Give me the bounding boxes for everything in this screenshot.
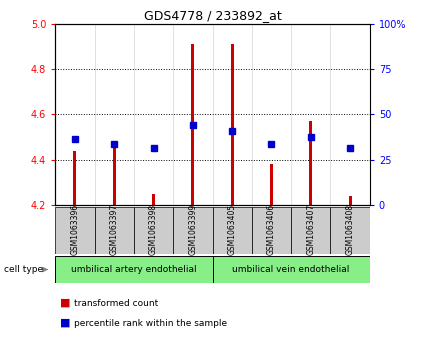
Bar: [231, 44, 234, 205]
Text: GSM1063406: GSM1063406: [267, 204, 276, 255]
Text: GSM1063405: GSM1063405: [228, 204, 237, 255]
Bar: [191, 44, 194, 205]
Text: GSM1063397: GSM1063397: [110, 204, 119, 255]
Bar: [94, 207, 134, 254]
Bar: [212, 207, 252, 254]
Bar: [348, 196, 351, 205]
Text: ■: ■: [60, 298, 70, 308]
Bar: [291, 207, 331, 254]
Bar: [74, 151, 76, 205]
Bar: [173, 207, 212, 254]
Bar: [152, 194, 155, 205]
Bar: [55, 207, 94, 254]
Bar: [55, 256, 212, 283]
Text: umbilical vein endothelial: umbilical vein endothelial: [232, 265, 350, 274]
Text: GSM1063396: GSM1063396: [71, 204, 79, 255]
Bar: [113, 144, 116, 205]
Bar: [331, 207, 370, 254]
Bar: [270, 164, 273, 205]
Bar: [309, 121, 312, 205]
Bar: [252, 207, 291, 254]
Text: GSM1063398: GSM1063398: [149, 204, 158, 255]
Bar: [134, 207, 173, 254]
Text: GSM1063399: GSM1063399: [188, 204, 197, 255]
Text: cell type: cell type: [4, 265, 43, 274]
Text: transformed count: transformed count: [74, 299, 159, 307]
Text: GSM1063408: GSM1063408: [346, 204, 354, 255]
Text: GSM1063407: GSM1063407: [306, 204, 315, 255]
Text: ■: ■: [60, 318, 70, 328]
Text: percentile rank within the sample: percentile rank within the sample: [74, 319, 227, 327]
Title: GDS4778 / 233892_at: GDS4778 / 233892_at: [144, 9, 281, 23]
Bar: [212, 256, 370, 283]
Text: umbilical artery endothelial: umbilical artery endothelial: [71, 265, 197, 274]
